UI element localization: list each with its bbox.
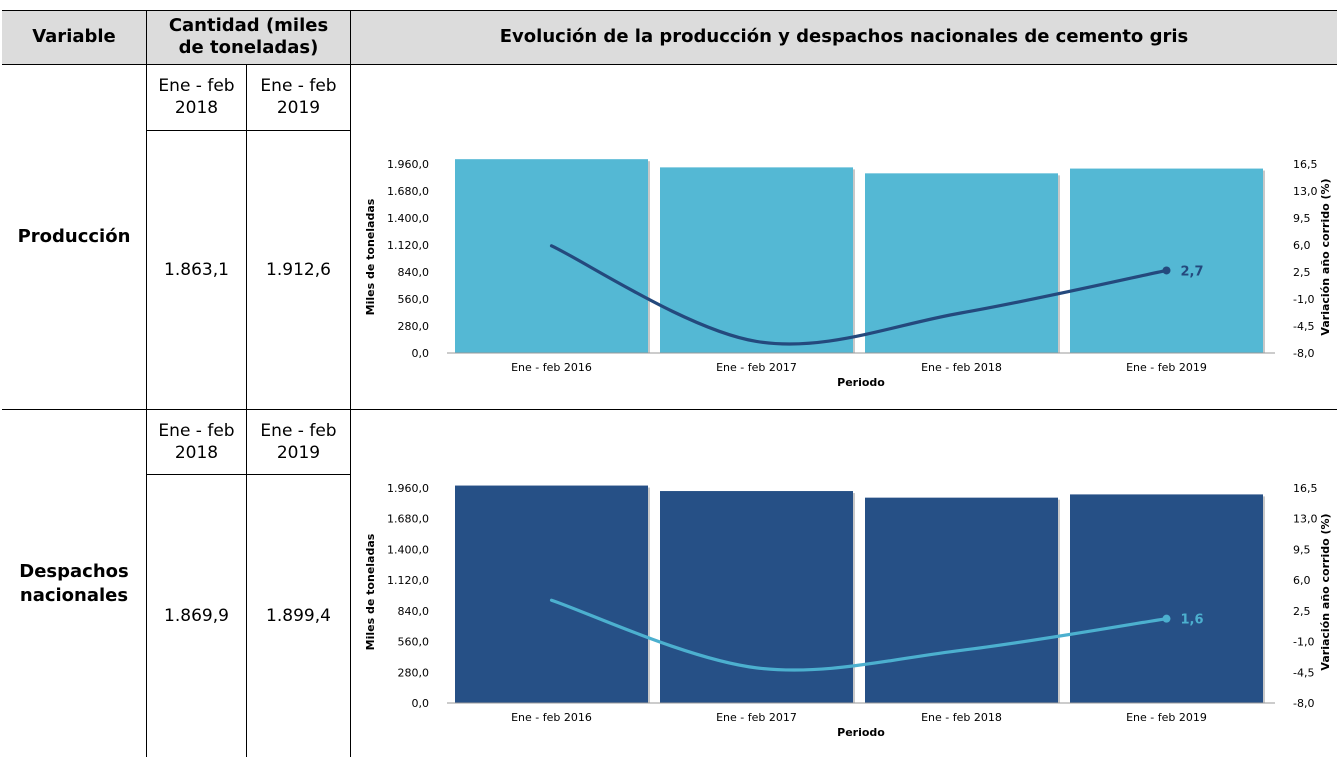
bar-2 [865,173,1058,353]
y-tick-label: 1.120,0 [387,239,429,252]
y2-tick-label: 2,5 [1293,605,1311,618]
y2-axis-title: Variación año corrido (%) [1319,178,1332,335]
variation-data-label: 1,6 [1181,613,1204,628]
y-tick-label: 560,0 [398,636,430,649]
bar-3 [1070,168,1263,353]
rule-v2-row2 [246,409,247,757]
variation-last-point [1162,266,1171,275]
rule-row-separator [2,409,1337,410]
variation-data-label: 2,7 [1181,264,1204,279]
rule-top [2,10,1337,11]
y-tick-label: 1.680,0 [387,185,429,198]
header-variable: Variable [2,10,146,64]
rule-v3 [350,10,351,757]
x-tick-label: Ene - feb 2017 [716,711,797,724]
variation-line [549,244,1169,346]
y-tick-label: 1.400,0 [387,212,429,225]
x-tick-label: Ene - feb 2018 [921,361,1002,374]
rule-v2-row1 [246,64,247,409]
subheader-despachos-2019: Ene - feb 2019 [260,421,337,463]
rule-subheader-row2 [146,474,350,475]
y-tick-label: 1.960,0 [387,482,429,495]
y2-tick-label: 9,5 [1293,543,1311,556]
bar-2 [865,497,1058,703]
subheader-produccion-2018: Ene - feb 2018 [158,76,235,118]
bar-0 [455,159,648,353]
x-tick-label: Ene - feb 2019 [1126,711,1207,724]
row-label-despachos: Despachos nacionales [19,560,129,606]
x-axis-title: Periodo [837,376,885,389]
x-tick-label: Ene - feb 2018 [921,711,1002,724]
y2-tick-label: -1,0 [1293,293,1314,306]
y2-tick-label: 6,0 [1293,574,1311,587]
y2-tick-label: 2,5 [1293,266,1311,279]
y-tick-label: 1.960,0 [387,158,429,171]
bar-1 [660,167,853,353]
bar-1 [660,491,853,703]
header-cantidad: Cantidad (miles de toneladas) [147,10,350,64]
subheader-despachos-2018: Ene - feb 2018 [158,421,235,463]
x-tick-label: Ene - feb 2016 [511,361,592,374]
y-tick-label: 1.400,0 [387,543,429,556]
y2-tick-label: -4,5 [1293,320,1314,333]
y2-tick-label: 16,5 [1293,158,1318,171]
variation-last-point [1162,614,1171,623]
x-tick-label: Ene - feb 2016 [511,711,592,724]
chart-produccion: 0,0 280,0 560,0 840,0 1.120,0 1.400,0 1.680,0 1… [364,158,1332,389]
y2-tick-label: -8,0 [1293,697,1314,710]
y2-tick-label: 6,0 [1293,239,1311,252]
value-despachos-2019: 1.899,4 [266,606,331,626]
y-tick-label: 840,0 [398,605,430,618]
value-produccion-2018: 1.863,1 [164,260,229,280]
bar-0 [455,485,648,703]
header-chart-title: Evolución de la producción y despachos n… [351,10,1337,64]
y-tick-label: 1.120,0 [387,574,429,587]
y-axis-title: Miles de toneladas [364,533,377,650]
rule-v1 [146,10,147,757]
chart-despachos: 0,0 280,0 560,0 840,0 1.120,0 1.400,0 1.680,0 1… [364,482,1332,739]
y-tick-label: 280,0 [398,320,430,333]
y-tick-label: 280,0 [398,666,430,679]
rule-header-bottom [2,64,1337,65]
variation-line [549,598,1169,672]
x-axis-title: Periodo [837,726,885,739]
value-despachos-2018: 1.869,9 [164,606,229,626]
y2-axis-title: Variación año corrido (%) [1319,513,1332,670]
y-tick-label: 560,0 [398,293,430,306]
y-tick-label: 1.680,0 [387,513,429,526]
y2-tick-label: 13,0 [1293,513,1318,526]
y2-tick-label: 9,5 [1293,212,1311,225]
y-tick-label: 0,0 [412,347,430,360]
y2-tick-label: 16,5 [1293,482,1318,495]
y2-tick-label: -4,5 [1293,666,1314,679]
x-tick-label: Ene - feb 2017 [716,361,797,374]
y2-tick-label: -1,0 [1293,636,1314,649]
row-label-produccion: Producción [17,225,131,247]
y2-tick-label: -8,0 [1293,347,1314,360]
y2-tick-label: 13,0 [1293,185,1318,198]
y-tick-label: 0,0 [412,697,430,710]
y-tick-label: 840,0 [398,266,430,279]
value-produccion-2019: 1.912,6 [266,260,331,280]
x-tick-label: Ene - feb 2019 [1126,361,1207,374]
subheader-produccion-2019: Ene - feb 2019 [260,76,337,118]
bar-3 [1070,494,1263,703]
y-axis-title: Miles de toneladas [364,198,377,315]
rule-subheader-row1 [146,130,350,131]
